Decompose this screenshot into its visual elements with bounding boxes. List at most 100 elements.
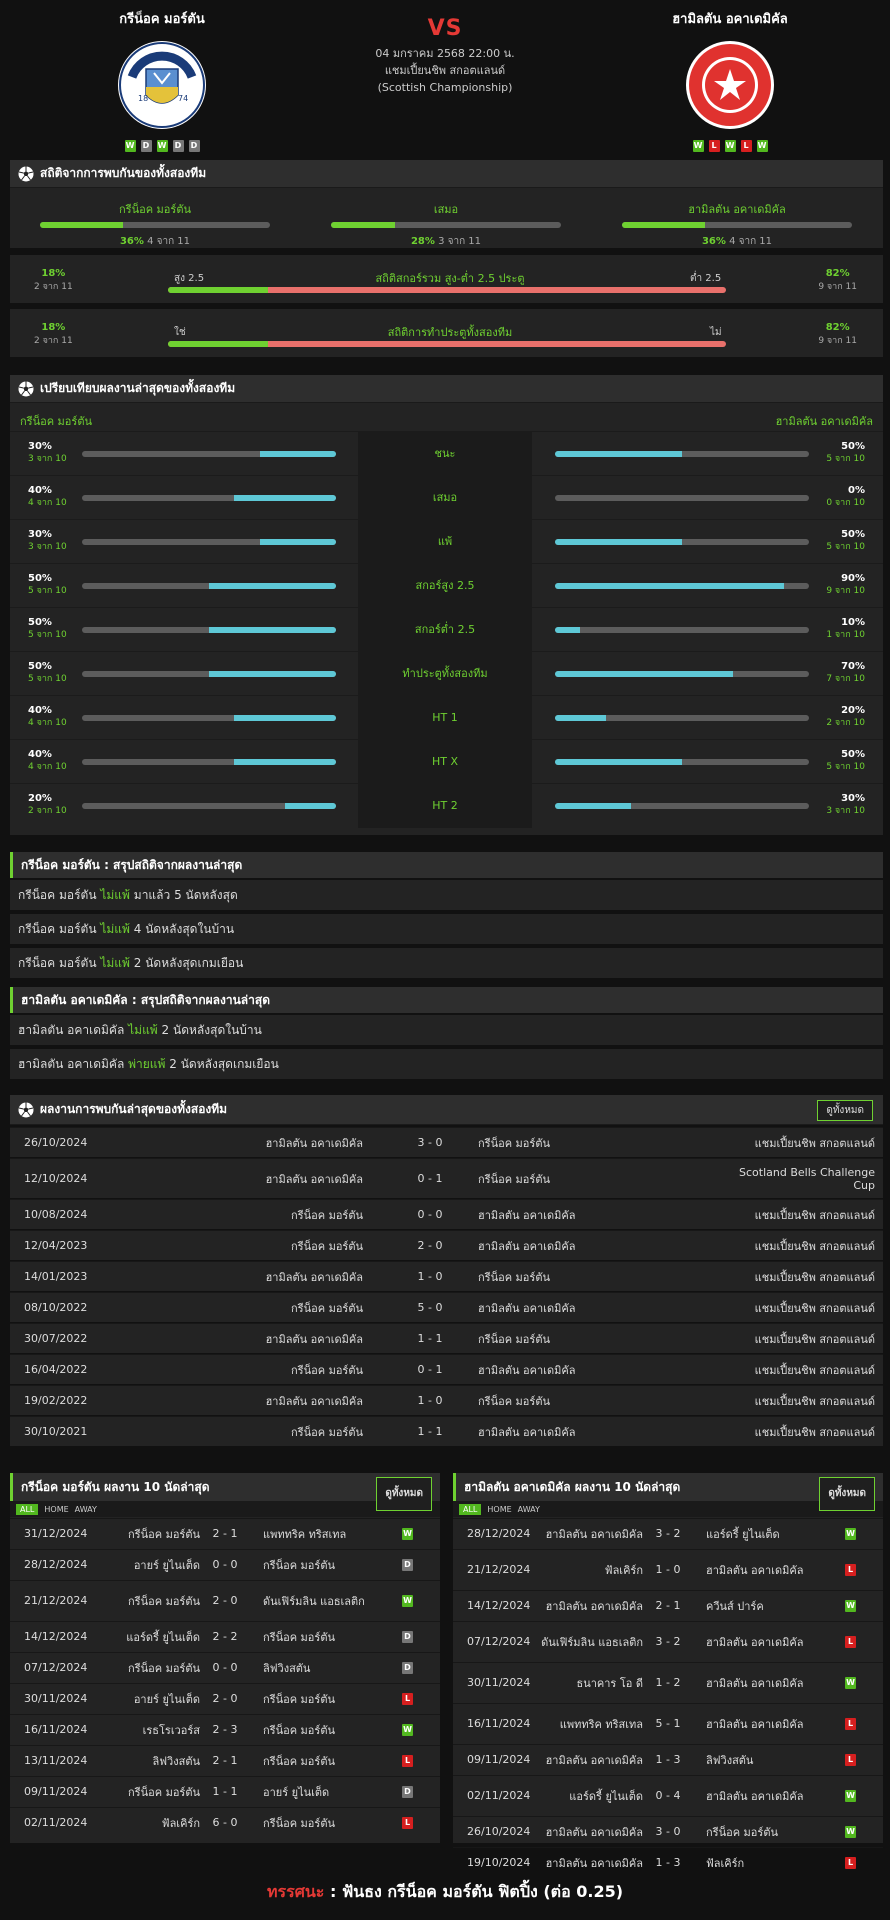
away-team[interactable]: ฮามิลตัน อคาเดมิคัล <box>706 1635 804 1649</box>
tab-home[interactable]: HOME <box>44 1504 69 1514</box>
away-team[interactable]: ลิฟวิงสตัน <box>263 1661 311 1675</box>
home-team[interactable]: ฮามิลตัน อคาเดมิคัล <box>265 1172 363 1186</box>
home-team[interactable]: กรีน็อค มอร์ตัน <box>291 1301 363 1315</box>
summary-team[interactable]: กรีน็อค มอร์ตัน <box>18 956 97 970</box>
h2h-row[interactable]: 26/10/2024 ฮามิลตัน อคาเดมิคัล 3 - 0 กรีน็อ… <box>10 1127 883 1157</box>
home-team[interactable]: ฮามิลตัน อคาเดมิคัล <box>265 1394 363 1408</box>
away-team[interactable]: กรีน็อค มอร์ตัน <box>478 1394 550 1408</box>
result-row[interactable]: 07/12/2024 ดันเฟิร์มลิน แอธเลติก 3 - 2 ฮามิ… <box>453 1621 883 1661</box>
away-team[interactable]: ควีนส์ ปาร์ค <box>706 1599 764 1613</box>
compare-home-team[interactable]: กรีน็อค มอร์ตัน <box>20 415 92 428</box>
result-row[interactable]: 16/11/2024 เรธโรเวอร์ส 2 - 3 กรีน็อค มอร์ตั… <box>10 1714 440 1744</box>
away-team[interactable]: กรีน็อค มอร์ตัน <box>263 1692 335 1706</box>
home-team[interactable]: กรีน็อค มอร์ตัน <box>291 1208 363 1222</box>
home-team[interactable]: อายร์ ยูไนเต็ด <box>133 1692 200 1706</box>
home-team[interactable]: กรีน็อค มอร์ตัน <box>128 1594 200 1608</box>
home-last10-view-all-button[interactable]: ดูทั้งหมด <box>376 1477 432 1511</box>
away-team[interactable]: ลิฟวิงสตัน <box>706 1753 754 1767</box>
home-team[interactable]: กรีน็อค มอร์ตัน <box>291 1425 363 1439</box>
home-team[interactable]: ลิฟวิงสตัน <box>152 1754 200 1768</box>
tab-away[interactable]: AWAY <box>74 1504 97 1514</box>
result-row[interactable]: 26/10/2024 ฮามิลตัน อคาเดมิคัล 3 - 0 กรีน็อ… <box>453 1816 883 1846</box>
tab-home[interactable]: HOME <box>487 1504 512 1514</box>
competition[interactable]: แชมเปี้ยนชิพ สกอตแลนด์ <box>754 1270 875 1284</box>
h2h-row[interactable]: 10/08/2024 กรีน็อค มอร์ตัน 0 - 0 ฮามิลตัน อ… <box>10 1199 883 1229</box>
competition[interactable]: แชมเปี้ยนชิพ สกอตแลนด์ <box>754 1208 875 1222</box>
result-row[interactable]: 31/12/2024 กรีน็อค มอร์ตัน 2 - 1 แพททริค ทร… <box>10 1518 440 1548</box>
result-row[interactable]: 21/12/2024 ฟัลเคิร์ก 1 - 0 ฮามิลตัน อคาเดมิ… <box>453 1549 883 1589</box>
summary-team[interactable]: กรีน็อค มอร์ตัน <box>18 922 97 936</box>
result-row[interactable]: 07/12/2024 กรีน็อค มอร์ตัน 0 - 0 ลิฟวิงสตัน… <box>10 1652 440 1682</box>
league-name[interactable]: แชมเปี้ยนชิพ สกอตแลนด์ (Scottish Champio… <box>377 64 513 94</box>
result-row[interactable]: 28/12/2024 ฮามิลตัน อคาเดมิคัล 3 - 2 แอร์ดร… <box>453 1518 883 1548</box>
result-row[interactable]: 02/11/2024 ฟัลเคิร์ก 6 - 0 กรีน็อค มอร์ตัน L <box>10 1807 440 1837</box>
h2h-row[interactable]: 19/02/2022 ฮามิลตัน อคาเดมิคัล 1 - 0 กรีน็อ… <box>10 1385 883 1415</box>
away-team[interactable]: ฮามิลตัน อคาเดมิคัล <box>478 1301 576 1315</box>
home-team[interactable]: ฮามิลตัน อคาเดมิคัล <box>545 1856 643 1870</box>
result-row[interactable]: 09/11/2024 กรีน็อค มอร์ตัน 1 - 1 อายร์ ยูไน… <box>10 1776 440 1806</box>
away-team[interactable]: ฮามิลตัน อคาเดมิคัล <box>478 1425 576 1439</box>
h2h-view-all-button[interactable]: ดูทั้งหมด <box>817 1100 873 1121</box>
result-row[interactable]: 13/11/2024 ลิฟวิงสตัน 2 - 1 กรีน็อค มอร์ตัน… <box>10 1745 440 1775</box>
home-team[interactable]: กรีน็อค มอร์ตัน <box>291 1239 363 1253</box>
result-row[interactable]: 28/12/2024 อายร์ ยูไนเต็ด 0 - 0 กรีน็อค มอร… <box>10 1549 440 1579</box>
competition[interactable]: แชมเปี้ยนชิพ สกอตแลนด์ <box>754 1425 875 1439</box>
home-team[interactable]: กรีน็อค มอร์ตัน <box>128 1527 200 1541</box>
h2h-row[interactable]: 08/10/2022 กรีน็อค มอร์ตัน 5 - 0 ฮามิลตัน อ… <box>10 1292 883 1322</box>
result-row[interactable]: 30/11/2024 อายร์ ยูไนเต็ด 2 - 0 กรีน็อค มอร… <box>10 1683 440 1713</box>
away-team[interactable]: กรีน็อค มอร์ตัน <box>263 1558 335 1572</box>
home-team[interactable]: กรีน็อค มอร์ตัน <box>128 1785 200 1799</box>
competition[interactable]: แชมเปี้ยนชิพ สกอตแลนด์ <box>754 1394 875 1408</box>
home-team[interactable]: ฮามิลตัน อคาเดมิคัล <box>265 1270 363 1284</box>
h2h-row[interactable]: 14/01/2023 ฮามิลตัน อคาเดมิคัล 1 - 0 กรีน็อ… <box>10 1261 883 1291</box>
summary-team[interactable]: ฮามิลตัน อคาเดมิคัล <box>18 1023 125 1037</box>
competition[interactable]: แชมเปี้ยนชิพ สกอตแลนด์ <box>754 1301 875 1315</box>
home-team[interactable]: เรธโรเวอร์ส <box>142 1723 200 1737</box>
summary-team[interactable]: กรีน็อค มอร์ตัน <box>18 888 97 902</box>
compare-away-team[interactable]: ฮามิลตัน อคาเดมิคัล <box>775 415 873 428</box>
away-team[interactable]: แอร์ดรี้ ยูไนเต็ด <box>706 1527 780 1541</box>
home-team[interactable]: ฮามิลตัน อคาเดมิคัล <box>545 1825 643 1839</box>
result-row[interactable]: 09/11/2024 ฮามิลตัน อคาเดมิคัล 1 - 3 ลิฟวิง… <box>453 1744 883 1774</box>
home-team[interactable]: กรีน็อค มอร์ตัน <box>291 1363 363 1377</box>
home-team[interactable]: ฮามิลตัน อคาเดมิคัล <box>265 1136 363 1150</box>
away-team[interactable]: กรีน็อค มอร์ตัน <box>478 1136 550 1150</box>
tab-all[interactable]: ALL <box>459 1503 482 1515</box>
away-team[interactable]: กรีน็อค มอร์ตัน <box>263 1754 335 1768</box>
h2h-row[interactable]: 30/10/2021 กรีน็อค มอร์ตัน 1 - 1 ฮามิลตัน อ… <box>10 1416 883 1446</box>
home-team[interactable]: อายร์ ยูไนเต็ด <box>133 1558 200 1572</box>
home-team[interactable]: ฟัลเคิร์ก <box>161 1816 200 1830</box>
competition[interactable]: Scotland Bells Challenge Cup <box>739 1165 875 1192</box>
result-row[interactable]: 14/12/2024 ฮามิลตัน อคาเดมิคัล 2 - 1 ควีนส์… <box>453 1590 883 1620</box>
home-team[interactable]: ฮามิลตัน อคาเดมิคัล <box>545 1599 643 1613</box>
h2h-row[interactable]: 12/04/2023 กรีน็อค มอร์ตัน 2 - 0 ฮามิลตัน อ… <box>10 1230 883 1260</box>
competition[interactable]: แชมเปี้ยนชิพ สกอตแลนด์ <box>754 1239 875 1253</box>
home-team[interactable]: แพททริค ทริสเทล <box>559 1717 643 1731</box>
home-team[interactable]: ฮามิลตัน อคาเดมิคัล <box>545 1753 643 1767</box>
home-team[interactable]: แอร์ดรี้ ยูไนเต็ด <box>569 1789 643 1803</box>
away-team[interactable]: กรีน็อค มอร์ตัน <box>263 1723 335 1737</box>
home-team[interactable]: ธนาคาร โอ ดี <box>576 1676 643 1690</box>
away-team[interactable]: ฮามิลตัน อคาเดมิคัล <box>706 1717 804 1731</box>
away-team-name[interactable]: ฮามิลตัน อคาเดมิคัล <box>672 12 788 27</box>
away-team[interactable]: ฮามิลตัน อคาเดมิคัล <box>706 1563 804 1577</box>
away-team[interactable]: ฮามิลตัน อคาเดมิคัล <box>478 1239 576 1253</box>
home-team[interactable]: ฟัลเคิร์ก <box>604 1563 643 1577</box>
competition[interactable]: แชมเปี้ยนชิพ สกอตแลนด์ <box>754 1136 875 1150</box>
away-team[interactable]: กรีน็อค มอร์ตัน <box>263 1630 335 1644</box>
away-team[interactable]: ดันเฟิร์มลิน แอธเลติก <box>263 1594 365 1608</box>
away-team[interactable]: แพททริค ทริสเทล <box>263 1527 347 1541</box>
away-last10-view-all-button[interactable]: ดูทั้งหมด <box>819 1477 875 1511</box>
competition[interactable]: แชมเปี้ยนชิพ สกอตแลนด์ <box>754 1332 875 1346</box>
away-team[interactable]: กรีน็อค มอร์ตัน <box>478 1172 550 1186</box>
away-team[interactable]: อายร์ ยูไนเต็ด <box>263 1785 330 1799</box>
home-team[interactable]: กรีน็อค มอร์ตัน <box>128 1661 200 1675</box>
result-row[interactable]: 02/11/2024 แอร์ดรี้ ยูไนเต็ด 0 - 4 ฮามิลตัน… <box>453 1775 883 1815</box>
result-row[interactable]: 21/12/2024 กรีน็อค มอร์ตัน 2 - 0 ดันเฟิร์มล… <box>10 1580 440 1620</box>
result-row[interactable]: 30/11/2024 ธนาคาร โอ ดี 1 - 2 ฮามิลตัน อคาเ… <box>453 1662 883 1702</box>
result-row[interactable]: 14/12/2024 แอร์ดรี้ ยูไนเต็ด 2 - 2 กรีน็อค … <box>10 1621 440 1651</box>
away-team[interactable]: กรีน็อค มอร์ตัน <box>706 1825 778 1839</box>
home-team[interactable]: ฮามิลตัน อคาเดมิคัล <box>545 1527 643 1541</box>
